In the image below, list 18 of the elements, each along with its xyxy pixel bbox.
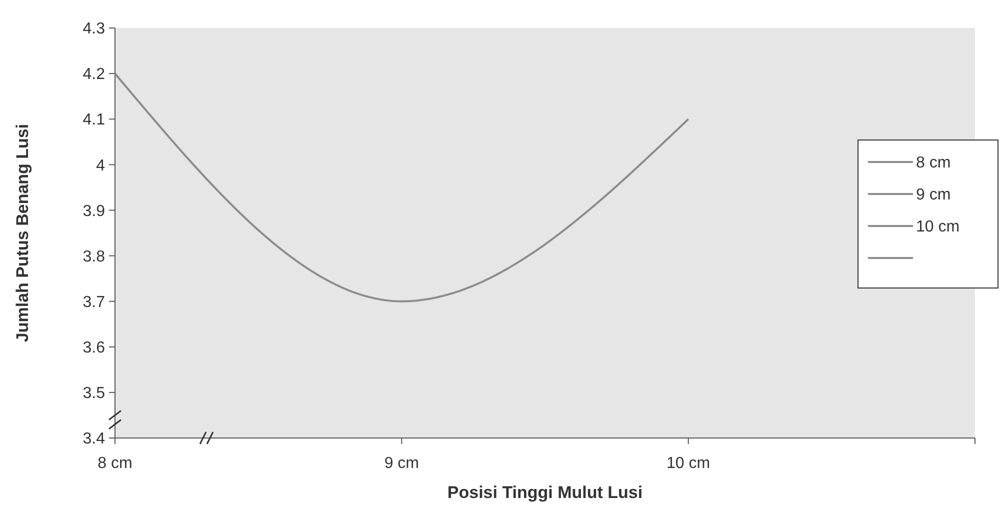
- y-tick-label: 3.7: [82, 294, 106, 311]
- annotation: 10 cm: [916, 218, 960, 236]
- annotation: 9 cm: [916, 186, 951, 204]
- x-tick-label: 10 cm: [666, 455, 710, 472]
- y-axis-title: Jumlah Putus Benang Lusi: [13, 124, 32, 342]
- x-tick-label: 9 cm: [384, 455, 420, 472]
- y-tick-label: 4.1: [82, 112, 106, 129]
- x-tick-label: 8 cm: [98, 455, 132, 472]
- y-tick-label: 3.5: [82, 385, 106, 402]
- y-tick-label: 4.3: [82, 20, 106, 38]
- y-tick-label: 3.6: [82, 339, 106, 356]
- y-tick-label: 4: [96, 157, 106, 174]
- y-tick-label: 3.9: [82, 202, 106, 220]
- y-tick-label: 4.2: [82, 66, 106, 84]
- x-axis-title: Posisi Tinggi Mulut Lusi: [447, 483, 643, 502]
- annotation: 8 cm: [916, 154, 951, 172]
- y-tick-label: 3.8: [82, 248, 106, 266]
- y-tick-label: 3.4: [82, 430, 106, 448]
